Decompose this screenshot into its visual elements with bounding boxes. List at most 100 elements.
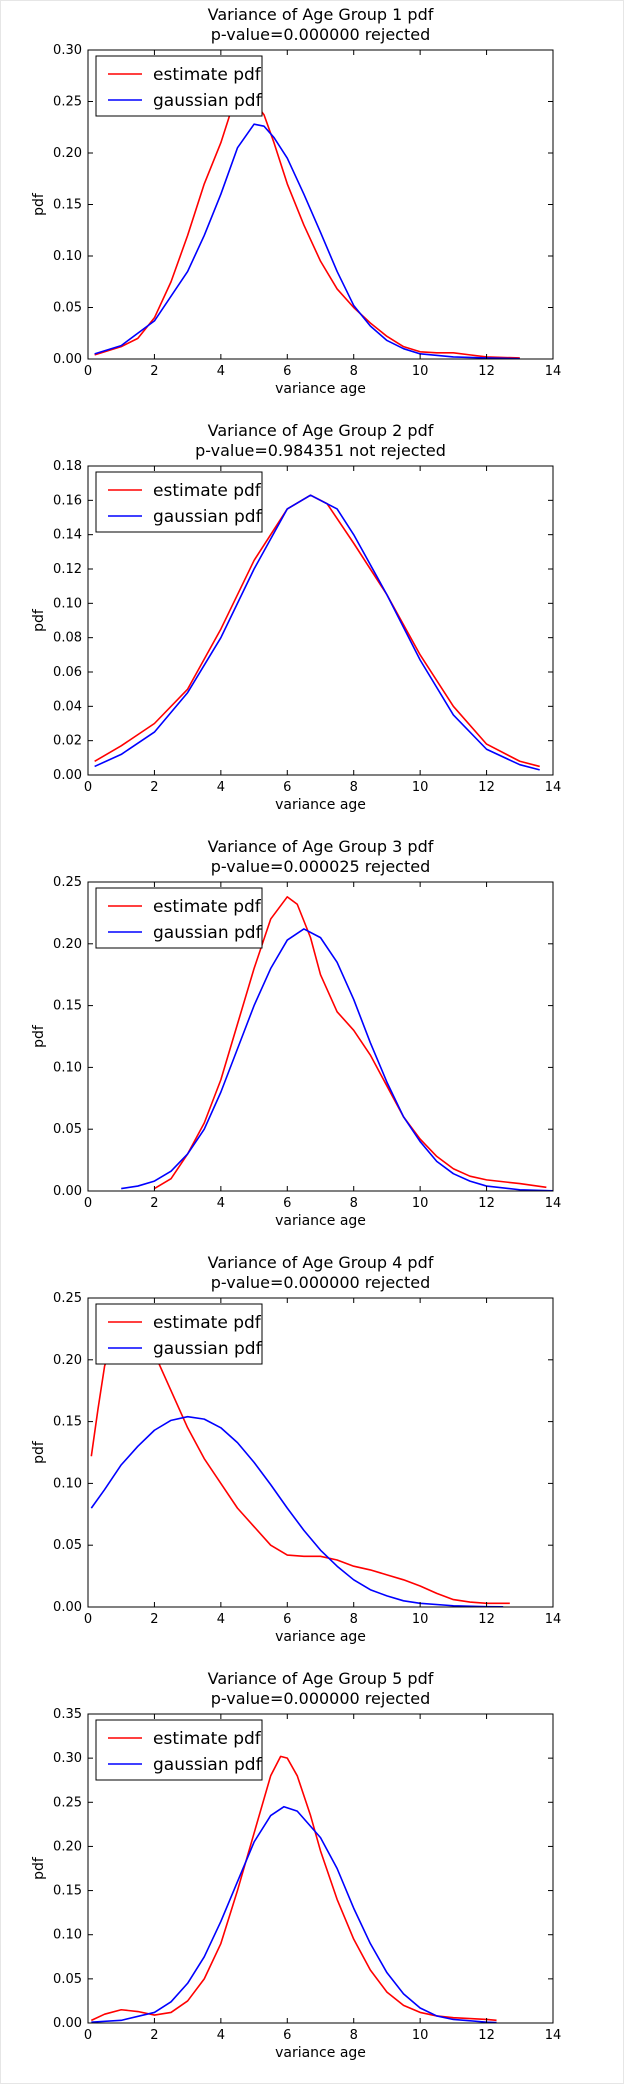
y-tick-label: 0.35 [53,1707,82,1722]
x-tick-label: 6 [283,1612,291,1627]
x-tick-label: 12 [478,780,495,795]
series-line-estimate [154,896,547,1190]
y-tick-label: 0.02 [53,734,82,749]
chart-subtitle: p-value=0.000025 rejected [211,857,430,876]
legend-box [95,1719,263,1781]
y-tick-label: 0.05 [53,1972,82,1987]
chart-panel-5: Variance of Age Group 5 pdfp-value=0.000… [31,1669,561,2061]
x-tick-label: 4 [217,1196,225,1211]
chart-title: Variance of Age Group 2 pdf [208,421,434,440]
chart-title: Variance of Age Group 1 pdf [208,5,434,24]
y-tick-label: 0.00 [53,1600,82,1615]
series-line-estimate [90,1755,497,2022]
series-line-gaussian [90,1415,504,1607]
y-tick-label: 0.25 [53,1291,82,1306]
plot-frame [87,1713,554,2024]
x-tick-label: 8 [350,364,358,379]
chart-panel-3: Variance of Age Group 3 pdfp-value=0.000… [31,837,561,1229]
series-line-gaussian [121,928,553,1191]
y-axis-label: pdf [31,1856,47,1880]
y-tick-label: 0.12 [53,562,82,577]
chart-subtitle: p-value=0.984351 not rejected [195,441,446,460]
chart-subtitle: p-value=0.000000 rejected [211,1689,430,1708]
y-tick-label: 0.05 [53,1122,82,1137]
x-tick-label: 10 [412,1196,429,1211]
y-tick-label: 0.04 [53,699,82,714]
y-tick-label: 0.30 [53,43,82,58]
y-tick-label: 0.05 [53,1538,82,1553]
y-tick-label: 0.20 [53,1353,82,1368]
x-tick-label: 10 [412,364,429,379]
legend-label-gaussian: gaussian pdf [153,1755,263,1775]
x-tick-label: 8 [350,1196,358,1211]
series-line-gaussian [91,1805,497,2023]
x-axis-label: variance age [275,381,366,397]
x-tick-label: 8 [350,780,358,795]
x-tick-label: 0 [84,780,92,795]
legend-label-estimate: estimate pdf [153,65,262,85]
chart-subtitle: p-value=0.000000 rejected [211,25,430,44]
y-tick-label: 0.10 [53,596,82,611]
y-tick-label: 0.00 [53,352,82,367]
y-tick-label: 0.15 [53,1884,82,1899]
y-tick-label: 0.10 [53,1928,82,1943]
x-tick-label: 2 [150,1612,158,1627]
x-axis-label: variance age [275,1213,366,1229]
y-tick-label: 0.00 [53,1184,82,1199]
y-tick-label: 0.05 [53,301,82,316]
legend-label-gaussian: gaussian pdf [153,1339,263,1359]
plot-frame [87,1297,554,1608]
x-tick-label: 8 [350,2028,358,2043]
series-line-gaussian [94,123,520,359]
x-tick-label: 12 [478,1612,495,1627]
x-tick-label: 10 [412,2028,429,2043]
y-tick-label: 0.20 [53,937,82,952]
chart-title: Variance of Age Group 5 pdf [208,1669,434,1688]
legend-label-estimate: estimate pdf [153,481,262,501]
legend-label-estimate: estimate pdf [153,1313,262,1333]
x-tick-label: 4 [217,1612,225,1627]
chart-subtitle: p-value=0.000000 rejected [211,1273,430,1292]
chart-title: Variance of Age Group 4 pdf [208,1253,434,1272]
x-tick-label: 0 [84,2028,92,2043]
x-tick-label: 12 [478,1196,495,1211]
y-tick-label: 0.20 [53,1839,82,1854]
y-tick-label: 0.15 [53,198,82,213]
x-tick-label: 4 [217,780,225,795]
x-tick-label: 6 [283,2028,291,2043]
y-axis-label: pdf [31,1024,47,1048]
x-axis-label: variance age [275,1629,366,1645]
chart-panel-4: Variance of Age Group 4 pdfp-value=0.000… [31,1253,561,1645]
y-tick-label: 0.00 [53,2016,82,2031]
chart-panel-1: Variance of Age Group 1 pdfp-value=0.000… [31,5,561,397]
x-tick-label: 14 [545,364,562,379]
x-tick-label: 12 [478,364,495,379]
x-tick-label: 10 [412,1612,429,1627]
x-tick-label: 14 [545,780,562,795]
y-tick-label: 0.16 [53,493,82,508]
x-tick-label: 2 [150,364,158,379]
y-axis-label: pdf [31,608,47,632]
y-tick-label: 0.10 [53,249,82,264]
x-tick-label: 0 [84,364,92,379]
series-line-estimate [94,494,540,768]
series-line-estimate [94,98,520,359]
x-tick-label: 2 [150,2028,158,2043]
x-tick-label: 14 [545,2028,562,2043]
plot-frame [87,881,554,1192]
x-tick-label: 8 [350,1612,358,1627]
legend-label-estimate: estimate pdf [153,1729,262,1749]
y-tick-label: 0.25 [53,1795,82,1810]
y-tick-label: 0.25 [53,875,82,890]
y-tick-label: 0.30 [53,1751,82,1766]
legend-label-gaussian: gaussian pdf [153,507,263,527]
x-tick-label: 4 [217,2028,225,2043]
x-axis-label: variance age [275,797,366,813]
x-tick-label: 6 [283,780,291,795]
y-tick-label: 0.18 [53,459,82,474]
y-axis-label: pdf [31,192,47,216]
x-tick-label: 10 [412,780,429,795]
x-axis-label: variance age [275,2045,366,2061]
y-tick-label: 0.08 [53,631,82,646]
